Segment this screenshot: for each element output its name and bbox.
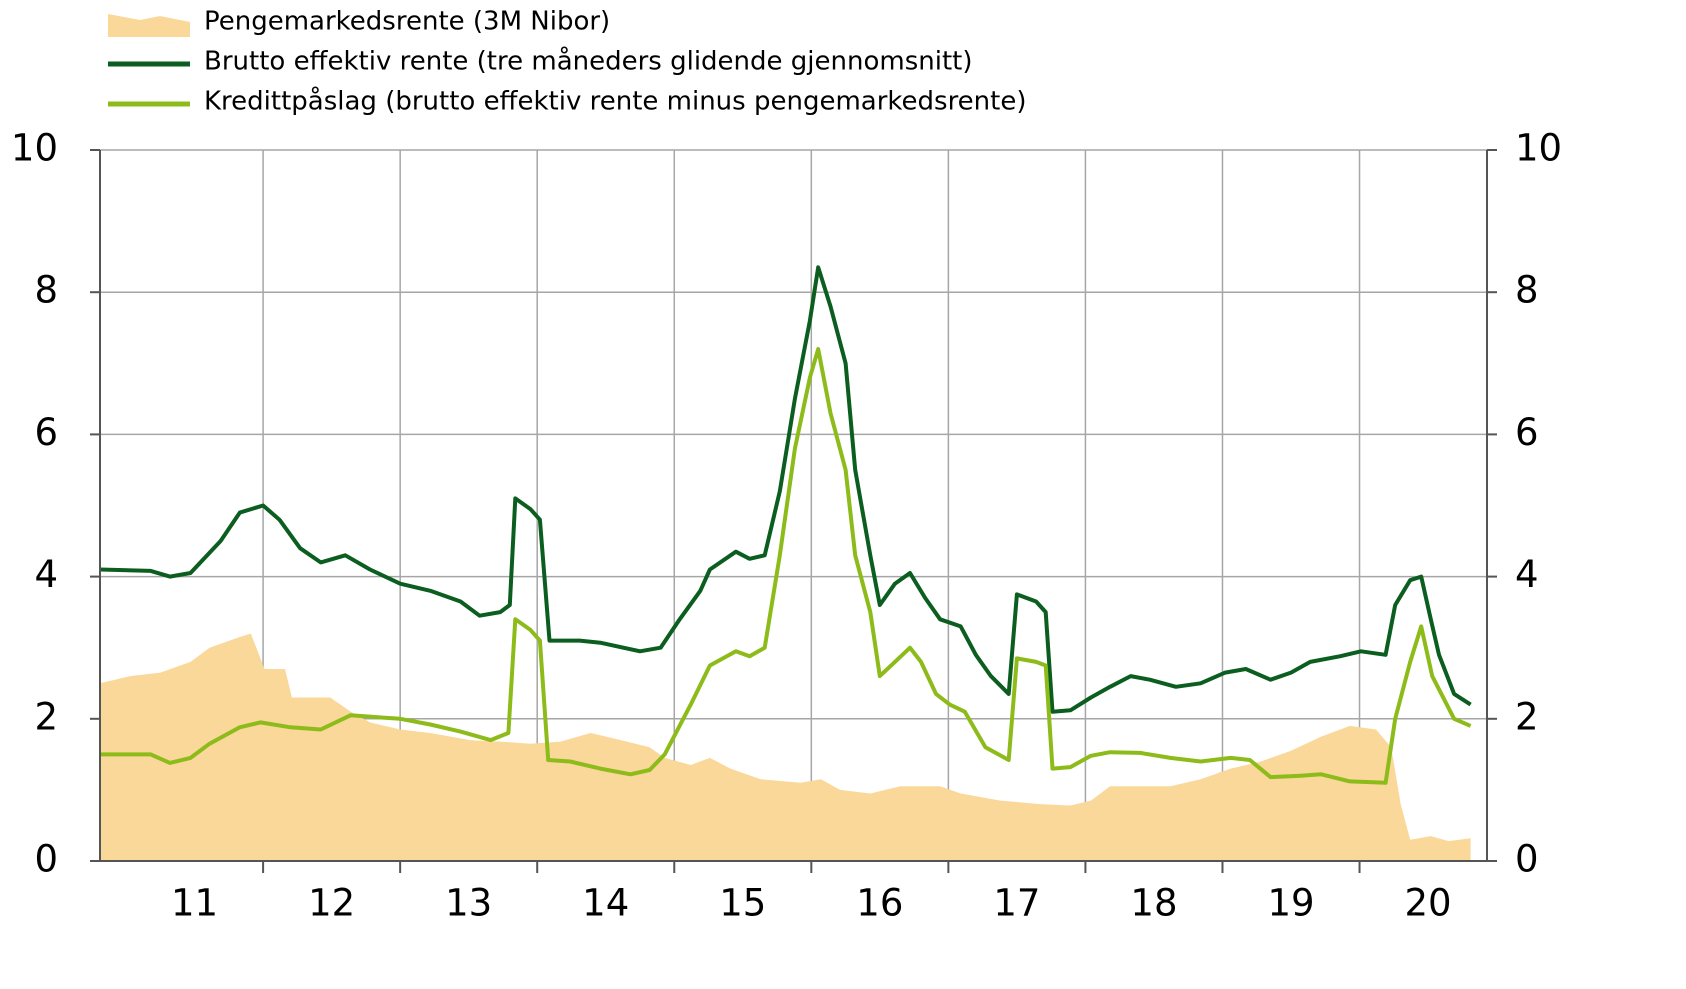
x-tick-label: 19 [1267,882,1314,925]
y-tick-label: 8 [34,269,58,312]
legend: Pengemarkedsrente (3M Nibor) Brutto effek… [108,7,1027,117]
y-tick-label: 6 [34,411,58,454]
y-tick-label: 2 [34,695,58,738]
line [99,265,1472,714]
line [100,347,1472,785]
y2-tick-label: 10 [1515,127,1562,170]
x-tick-label: 12 [308,882,355,925]
y-tick-label: 4 [34,553,58,596]
legend-swatch [108,14,190,37]
y2-tick-label: 0 [1515,838,1539,881]
legend-label: Brutto effektiv rente (tre måneders glid… [204,46,973,77]
y-tick-label: 10 [11,127,58,170]
x-tick-label: 11 [171,882,218,925]
x-tick-label: 18 [1130,882,1177,925]
legend-label: Pengemarkedsrente (3M Nibor) [204,7,610,37]
x-tick-label: 15 [719,882,766,925]
x-tick-label: 13 [445,882,492,925]
x-tick-label: 16 [856,882,903,925]
legend-label: Kredittpåslag (brutto effektiv rente min… [204,86,1027,117]
x-tick-label: 14 [582,882,629,925]
y2-tick-label: 6 [1515,411,1539,454]
y-tick-label: 0 [34,838,58,881]
y2-tick-label: 4 [1515,553,1539,596]
y2-tick-label: 8 [1515,269,1539,312]
x-tick-label: 17 [993,882,1040,925]
area [100,633,1471,861]
x-tick-label: 20 [1405,882,1452,925]
y2-tick-label: 2 [1515,695,1539,738]
